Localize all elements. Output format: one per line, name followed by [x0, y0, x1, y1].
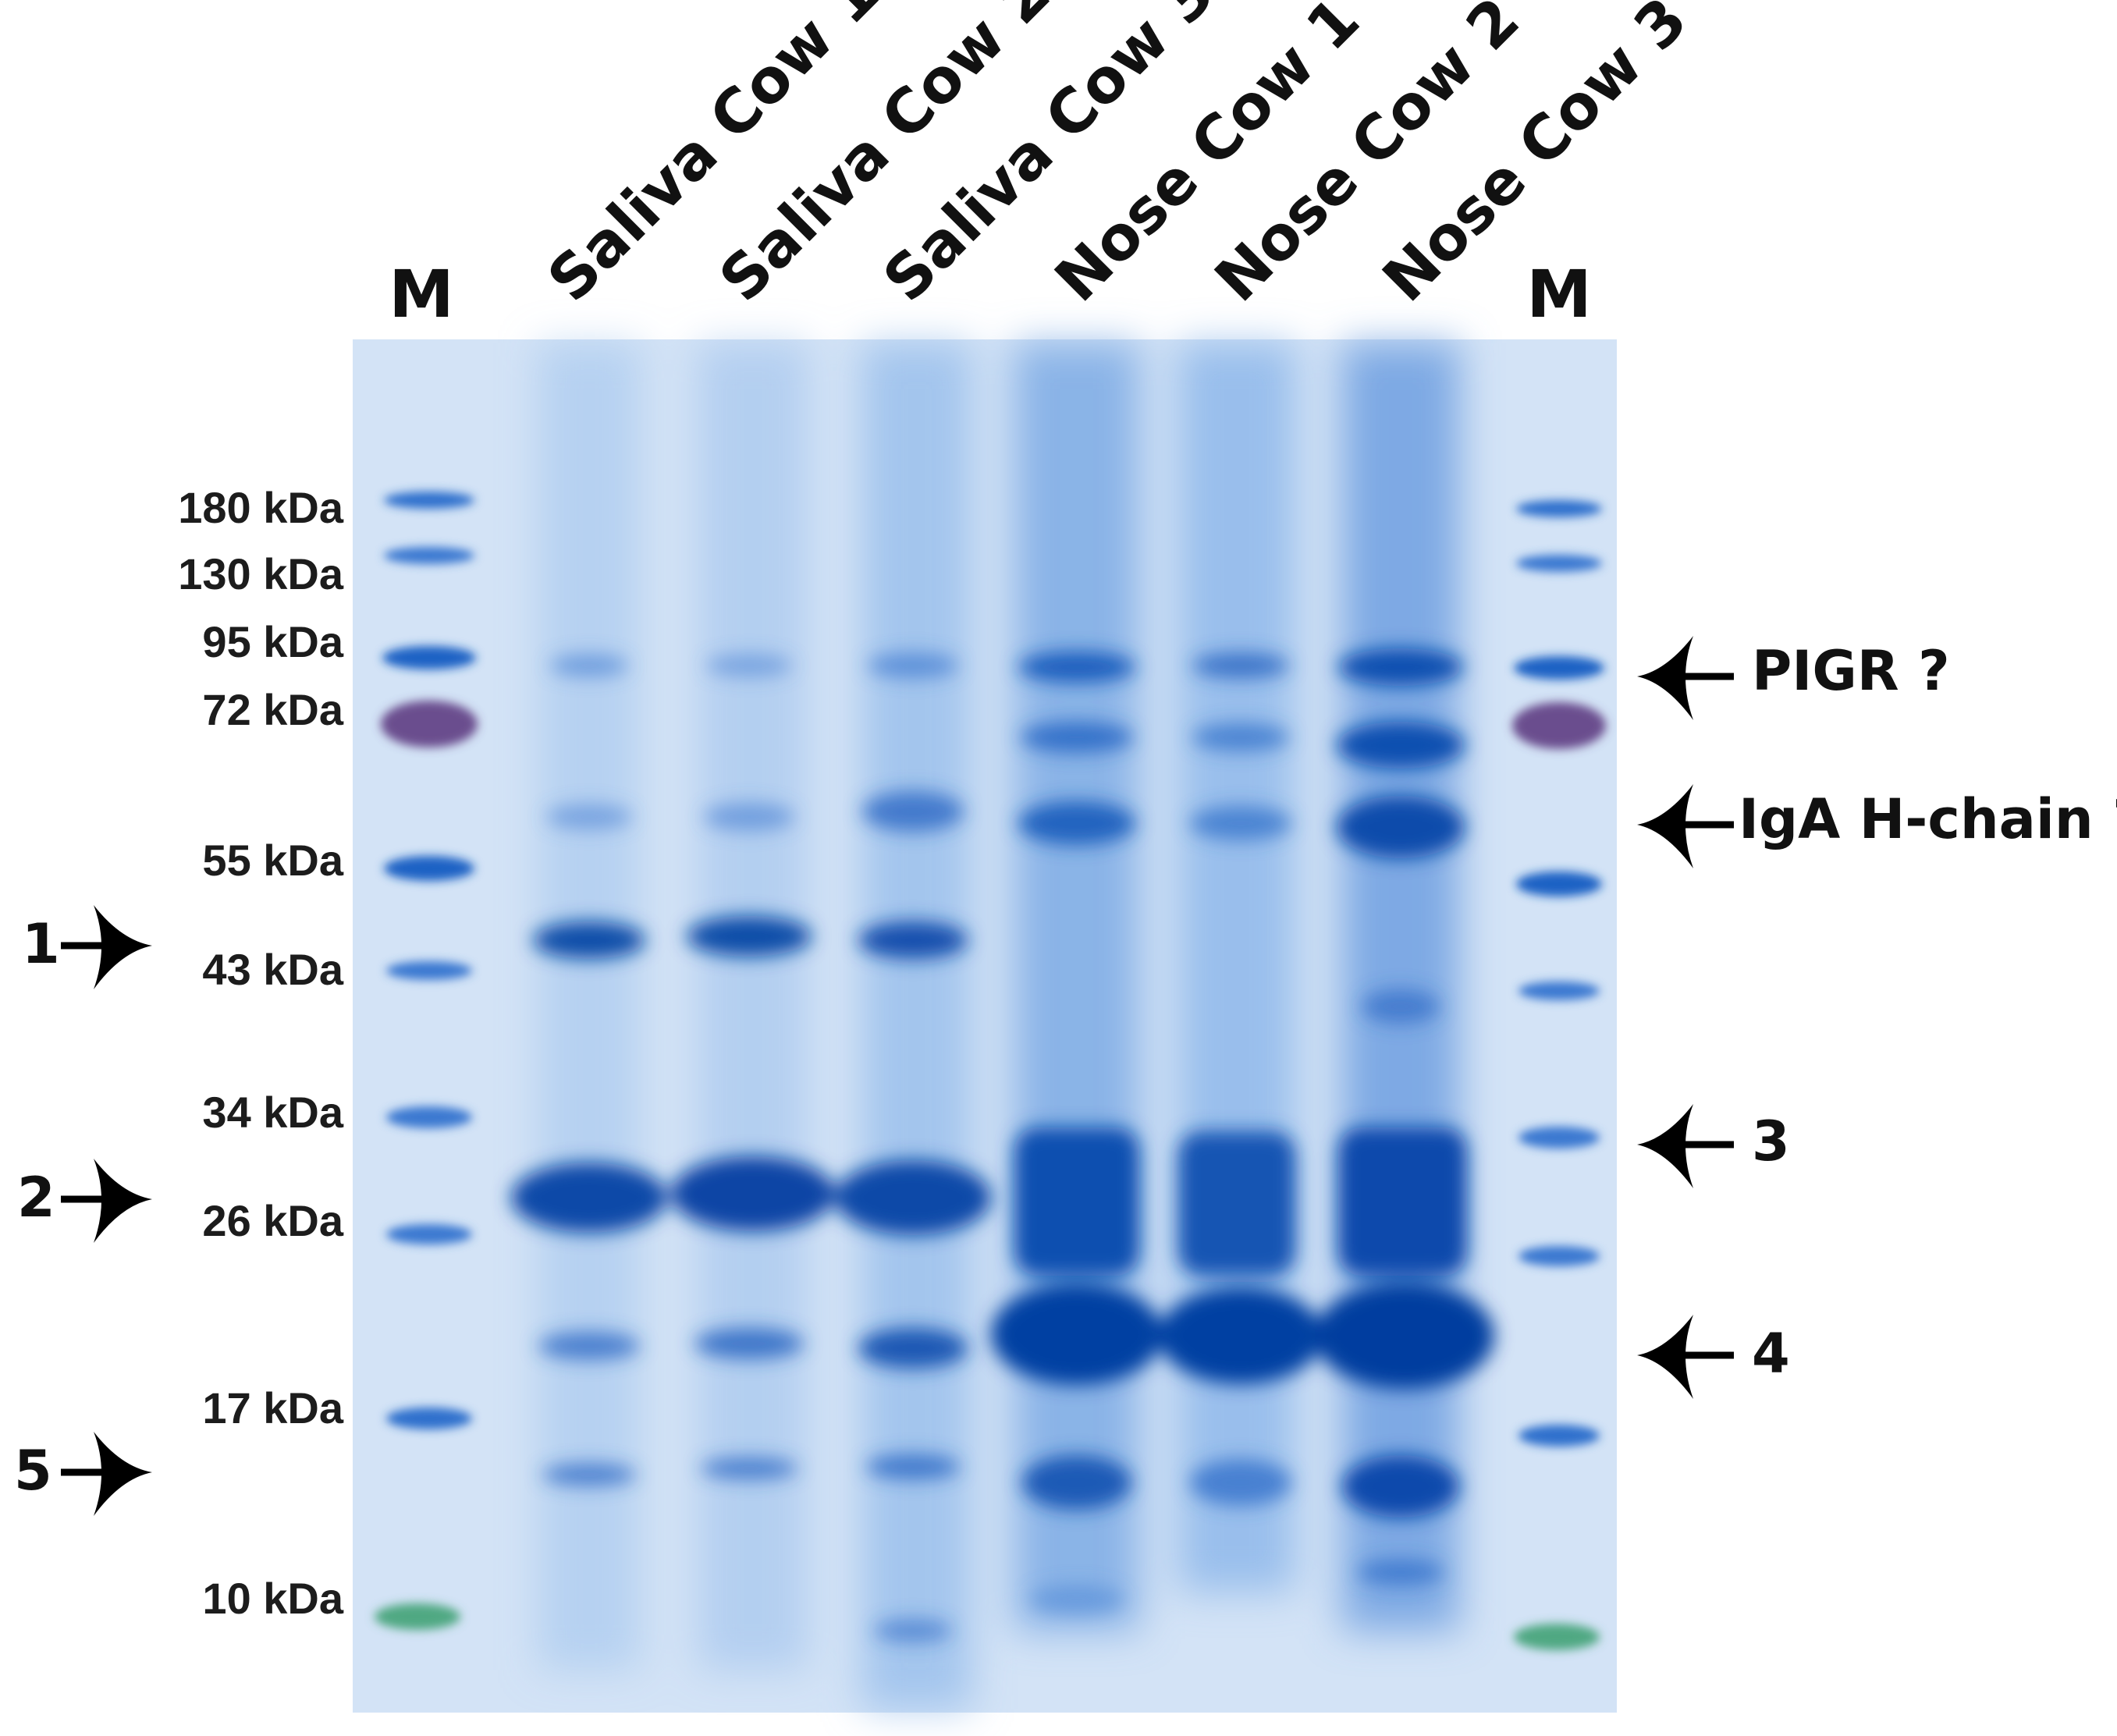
label-band-4: 4	[1752, 1322, 1790, 1386]
marker-ladder-left	[375, 492, 478, 1630]
band-number-5: 5	[14, 1439, 52, 1503]
left-arrow-1	[61, 905, 152, 989]
label-pigr: PIGR ?	[1752, 639, 1950, 703]
mw-label-55: 55 kDa	[202, 836, 343, 885]
right-arrow-pigr	[1637, 636, 1734, 720]
marker-lane-label-left: M	[389, 256, 454, 332]
mw-label-95: 95 kDa	[202, 617, 343, 666]
right-arrow-3	[1637, 1104, 1734, 1188]
label-band-3: 3	[1752, 1109, 1790, 1173]
saliva-bands	[511, 653, 991, 1642]
nose-bands	[991, 648, 1494, 1614]
mw-label-72: 72 kDa	[202, 685, 343, 734]
right-arrow-iga	[1637, 784, 1734, 868]
mw-label-10: 10 kDa	[202, 1574, 343, 1623]
band-number-2: 2	[17, 1166, 55, 1230]
right-arrow-4	[1637, 1315, 1734, 1399]
mw-label-180: 180 kDa	[178, 483, 343, 532]
marker-lane-label-right: M	[1526, 256, 1592, 332]
mw-label-43: 43 kDa	[202, 945, 343, 994]
mw-label-26: 26 kDa	[202, 1196, 343, 1245]
mw-label-34: 34 kDa	[202, 1088, 343, 1137]
left-arrow-2	[61, 1159, 152, 1243]
band-number-1: 1	[22, 912, 60, 976]
label-iga-h-chain: IgA H-chain ?	[1739, 787, 2117, 851]
mw-label-17: 17 kDa	[202, 1383, 343, 1432]
mw-label-130: 130 kDa	[178, 549, 343, 598]
left-arrow-5	[61, 1432, 152, 1516]
lane-smears	[538, 343, 1459, 1709]
marker-ladder-right	[1512, 500, 1606, 1650]
